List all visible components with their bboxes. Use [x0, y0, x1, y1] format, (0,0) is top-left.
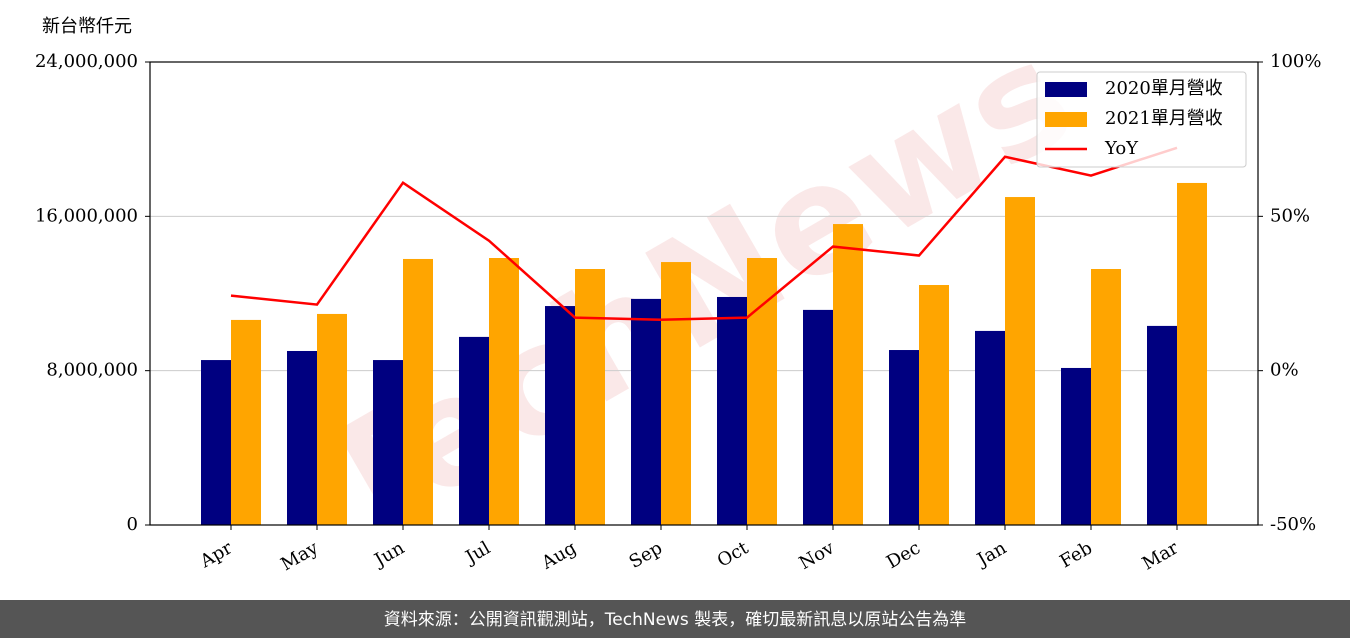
legend-swatch: [1045, 112, 1087, 127]
legend-label: 2020單月營收: [1105, 78, 1223, 99]
y-tick-label: 16,000,000: [35, 205, 138, 226]
x-tick-label: May: [277, 537, 322, 575]
bar: [201, 360, 231, 525]
bar: [575, 268, 605, 525]
bar: [373, 360, 403, 525]
footer: 資料來源：公開資訊觀測站，TechNews 製表，確切最新訊息以原站公告為準: [384, 610, 966, 630]
bar: [1147, 325, 1177, 525]
line: [230, 146, 1178, 321]
bar: [1005, 197, 1035, 525]
y2-tick-label: 100%: [1270, 51, 1321, 72]
y-tick-label: 8,000,000: [46, 360, 138, 381]
bar: [833, 224, 863, 526]
x-tick-label: Feb: [1056, 537, 1096, 572]
legend-box: [1036, 71, 1247, 168]
y-axis-label: 新台幣仟元: [42, 16, 132, 37]
legend-label: YoY: [1104, 138, 1139, 159]
y2-tick-label: 0%: [1270, 360, 1299, 381]
legend-label: 2021單月營收: [1105, 108, 1223, 129]
bar: [1177, 182, 1207, 526]
bar: [545, 306, 575, 525]
bar: [661, 262, 691, 525]
bar: [975, 330, 1005, 525]
y2-tick-label: -50%: [1270, 514, 1316, 535]
y-tick-label: 0: [127, 514, 138, 535]
bar: [489, 258, 519, 525]
x-tick-label: Jan: [972, 537, 1010, 571]
legend-swatch: [1045, 82, 1087, 97]
bar: [717, 296, 747, 525]
x-tick-label: Aug: [537, 537, 580, 574]
bar: [403, 258, 433, 525]
x-tick-label: Apr: [196, 537, 236, 572]
footer-bar: [0, 600, 1350, 638]
y2-tick-label: 50%: [1270, 205, 1310, 226]
x-tick-label: Dec: [883, 537, 924, 573]
bar: [889, 350, 919, 525]
bar: [1091, 268, 1121, 525]
bar: [459, 336, 489, 525]
bar: [231, 319, 261, 525]
bar: [1061, 367, 1091, 525]
bar: [631, 298, 661, 525]
bar: [287, 350, 317, 525]
bar: [919, 285, 949, 525]
bar: [803, 309, 833, 525]
bar: [317, 313, 347, 525]
y-tick-label: 24,000,000: [35, 51, 138, 72]
x-tick-label: Jul: [460, 537, 494, 569]
x-tick-label: Sep: [626, 537, 666, 572]
x-tick-label: Nov: [796, 537, 839, 574]
bar: [747, 258, 777, 525]
plot-frame: [149, 61, 1259, 526]
x-tick-label: Oct: [714, 537, 753, 572]
x-tick-label: Mar: [1139, 537, 1183, 574]
